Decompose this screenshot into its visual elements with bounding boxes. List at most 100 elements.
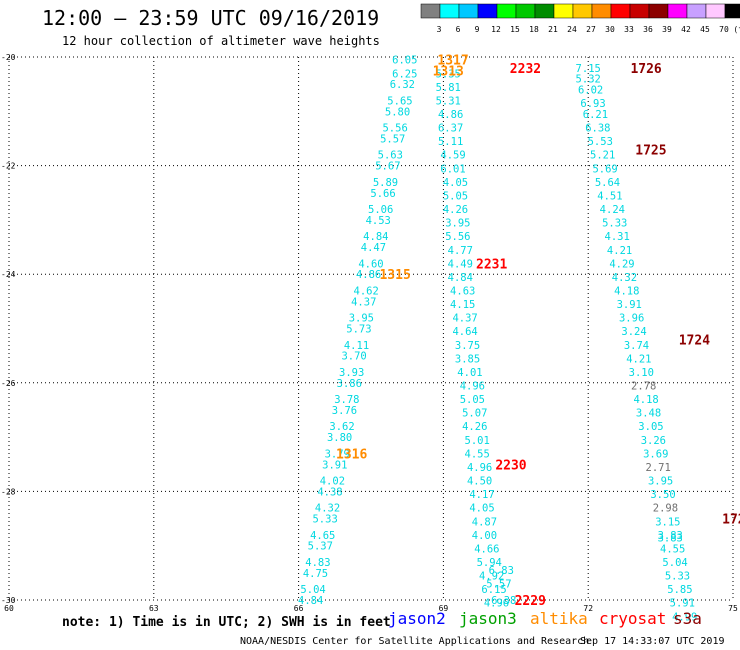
swh-value: 3.15 bbox=[655, 516, 680, 528]
footer-credit: NOAA/NESDIS Center for Satellite Applica… bbox=[240, 636, 589, 647]
swh-value: 4.84 bbox=[448, 272, 473, 284]
swh-value: 3.85 bbox=[455, 353, 480, 365]
swh-value: 5.11 bbox=[438, 136, 463, 148]
swh-value: 4.83 bbox=[305, 557, 330, 569]
time-label: 1313 bbox=[433, 65, 464, 80]
x-tick-label: 63 bbox=[149, 604, 159, 613]
scale-swatch bbox=[496, 3, 517, 19]
swh-value: 5.85 bbox=[667, 584, 692, 596]
swh-value: 3.78 bbox=[334, 394, 359, 406]
swh-value: 4.11 bbox=[344, 340, 369, 352]
swh-value: 6.15 bbox=[481, 584, 506, 596]
swh-value: 4.32 bbox=[612, 272, 637, 284]
legend-jason2: jason2 bbox=[388, 609, 446, 628]
swh-value: 4.63 bbox=[450, 285, 475, 297]
swh-value: 4.99 bbox=[672, 611, 697, 623]
swh-value: 2.71 bbox=[646, 462, 671, 474]
scale-swatch bbox=[515, 3, 536, 19]
scale-label: 3 bbox=[437, 25, 442, 34]
plot-area: 60 63 66 69 72 75-20-22-24-26-28-306.056.256.… bbox=[1, 53, 740, 623]
swh-value: 5.21 bbox=[590, 150, 615, 162]
swh-value: 3.86 bbox=[337, 378, 362, 390]
time-label: 2230 bbox=[495, 458, 526, 473]
scale-label: 9 bbox=[475, 25, 480, 34]
swh-value: 4.55 bbox=[465, 448, 490, 460]
scale-swatch bbox=[439, 3, 460, 19]
swh-value: 4.17 bbox=[469, 489, 494, 501]
x-tick-label: 66 bbox=[294, 604, 304, 613]
x-tick-label: 75 bbox=[728, 604, 738, 613]
x-tick-label: 69 bbox=[439, 604, 449, 613]
swh-value: 4.21 bbox=[607, 245, 632, 257]
swh-value: 3.83 bbox=[658, 533, 683, 545]
time-label: 1723 bbox=[722, 513, 740, 528]
legend-altika: altika bbox=[530, 609, 588, 628]
swh-value: 4.24 bbox=[600, 204, 625, 216]
scale-label: 70 bbox=[719, 25, 729, 34]
x-tick-label: 60 bbox=[4, 604, 14, 613]
swh-value: 3.95 bbox=[349, 313, 374, 325]
swh-value: 6.83 bbox=[489, 565, 514, 577]
swh-value: 5.33 bbox=[312, 514, 337, 526]
swh-value: 4.18 bbox=[633, 394, 658, 406]
swh-value: 4.84 bbox=[298, 595, 323, 607]
swh-value: 3.95 bbox=[648, 476, 673, 488]
scale-swatch bbox=[420, 3, 441, 19]
swh-value: 4.37 bbox=[452, 313, 477, 325]
swh-value: 5.63 bbox=[378, 150, 403, 162]
swh-value: 2.78 bbox=[631, 381, 656, 393]
swh-value: 4.47 bbox=[361, 242, 386, 254]
scale-label: 18 bbox=[529, 25, 539, 34]
legend-s3a: s3a bbox=[673, 609, 702, 628]
y-tick-label: -28 bbox=[1, 487, 16, 496]
swh-value: 6.01 bbox=[440, 163, 465, 175]
y-tick-label: -20 bbox=[1, 53, 16, 62]
swh-value: 3.10 bbox=[629, 367, 654, 379]
time-label: 1317 bbox=[437, 54, 468, 69]
scale-label: 12 bbox=[491, 25, 501, 34]
swh-value: 5.57 bbox=[486, 579, 511, 591]
swh-value: 5.56 bbox=[382, 123, 407, 135]
swh-value: 5.37 bbox=[308, 541, 333, 553]
footer-timestamp: Sep 17 14:33:07 UTC 2019 bbox=[580, 636, 725, 647]
swh-value: 4.49 bbox=[448, 258, 473, 270]
swh-value: 4.96 bbox=[460, 381, 485, 393]
time-label: 2229 bbox=[515, 594, 546, 609]
swh-value: 5.33 bbox=[602, 218, 627, 230]
time-label: 1724 bbox=[679, 333, 710, 348]
swh-value: 4.38 bbox=[317, 486, 342, 498]
swh-value: 3.05 bbox=[638, 421, 663, 433]
swh-value: 5.89 bbox=[373, 177, 398, 189]
swh-value: 4.66 bbox=[474, 543, 499, 555]
swh-value: 5.05 bbox=[460, 394, 485, 406]
scale-label: 30 bbox=[605, 25, 615, 34]
swh-value: 4.31 bbox=[605, 231, 630, 243]
swh-value: 3.69 bbox=[643, 448, 668, 460]
y-tick-label: -22 bbox=[1, 162, 16, 171]
scale-label: 36 bbox=[643, 25, 653, 34]
swh-value: 5.91 bbox=[670, 598, 695, 610]
swh-value: 3.93 bbox=[339, 367, 364, 379]
swh-value: 4.86 bbox=[356, 269, 381, 281]
scale-swatch bbox=[686, 3, 707, 19]
scale-label: 24 bbox=[567, 25, 577, 34]
swh-value: 3.80 bbox=[327, 432, 352, 444]
swh-value: 4.64 bbox=[452, 326, 477, 338]
swh-value: 5.65 bbox=[387, 95, 412, 107]
chart-title: 12:00 — 23:59 UTC 09/16/2019 bbox=[42, 6, 379, 30]
swh-value: 5.06 bbox=[368, 204, 393, 216]
swh-value: 4.86 bbox=[438, 109, 463, 121]
swh-value: 6.32 bbox=[390, 79, 415, 91]
swh-value: 4.62 bbox=[354, 285, 379, 297]
swh-value: 3.91 bbox=[617, 299, 642, 311]
scale-swatch bbox=[553, 3, 574, 19]
scale-label: 39 bbox=[662, 25, 672, 34]
swh-value: 4.87 bbox=[472, 516, 497, 528]
swh-value: 5.31 bbox=[436, 95, 461, 107]
swh-value: 3.74 bbox=[624, 340, 649, 352]
y-tick-label: -30 bbox=[1, 596, 16, 605]
swh-value: 4.00 bbox=[472, 530, 497, 542]
swh-value: 3.50 bbox=[650, 489, 675, 501]
swh-value: 6.93 bbox=[580, 98, 605, 110]
swh-value: 5.01 bbox=[465, 435, 490, 447]
